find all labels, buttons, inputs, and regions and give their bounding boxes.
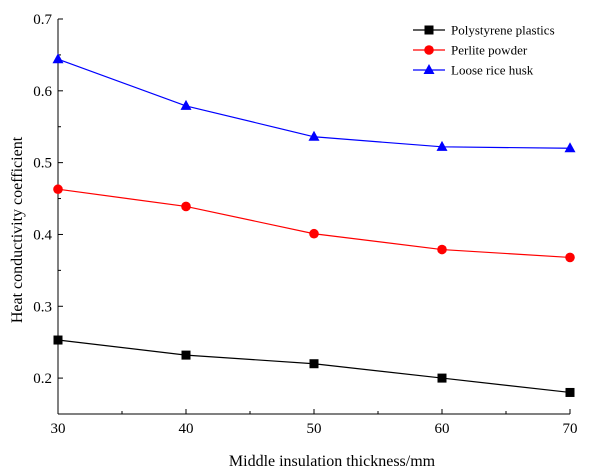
legend-marker [424, 25, 434, 35]
legend-marker [424, 45, 434, 55]
data-point-perlite-powder [565, 252, 575, 263]
series-line-perlite-powder [57, 188, 571, 259]
axes: 30 40 50 60 70 0.2 0.3 0.4 0.5 0.6 0.7 [33, 12, 577, 437]
x-tick-label: 40 [179, 421, 194, 437]
y-tick-label: 0.6 [33, 84, 52, 100]
series-polystyrene-plastics [53, 335, 575, 397]
data-point-polystyrene-plastics [437, 373, 447, 383]
x-tick-label: 70 [563, 421, 578, 437]
data-point-polystyrene-plastics [181, 350, 191, 360]
legend-label: Perlite powder [451, 43, 528, 58]
data-point-loose-rice-husk [180, 99, 192, 110]
series-perlite-powder [53, 184, 575, 263]
y-tick-label: 0.5 [33, 156, 52, 172]
legend-label: Polystyrene plastics [451, 23, 555, 38]
data-point-perlite-powder [181, 201, 191, 212]
y-tick-label: 0.3 [33, 299, 52, 315]
legend-label: Loose rice husk [451, 63, 534, 78]
data-point-perlite-powder [53, 184, 63, 195]
y-axis-title: Heat conductivity coefficient [9, 136, 26, 323]
legend: Polystyrene plastics Perlite powder Loose … [413, 23, 555, 78]
legend-marker [423, 64, 435, 74]
x-tick-label: 60 [435, 421, 450, 437]
data-point-polystyrene-plastics [565, 387, 575, 397]
data-point-loose-rice-husk [308, 130, 320, 141]
y-tick-label: 0.7 [33, 12, 52, 28]
y-tick-label: 0.4 [33, 227, 52, 243]
y-tick-label: 0.2 [33, 371, 52, 387]
x-tick-label: 50 [307, 421, 322, 437]
data-point-polystyrene-plastics [309, 359, 319, 369]
data-point-perlite-powder [437, 244, 447, 255]
data-point-perlite-powder [309, 228, 319, 239]
data-point-loose-rice-husk [564, 142, 576, 153]
data-point-loose-rice-husk [436, 140, 448, 151]
legend-item-polystyrene-plastics: Polystyrene plastics [413, 23, 555, 38]
series-loose-rice-husk [52, 53, 576, 153]
legend-item-perlite-powder: Perlite powder [413, 43, 528, 58]
data-point-polystyrene-plastics [53, 335, 63, 345]
series-layer [52, 53, 576, 397]
x-tick-label: 30 [51, 421, 66, 437]
x-axis-title: Middle insulation thickness/mm [229, 453, 436, 470]
data-point-loose-rice-husk [52, 53, 64, 64]
legend-item-loose-rice-husk: Loose rice husk [413, 63, 534, 78]
